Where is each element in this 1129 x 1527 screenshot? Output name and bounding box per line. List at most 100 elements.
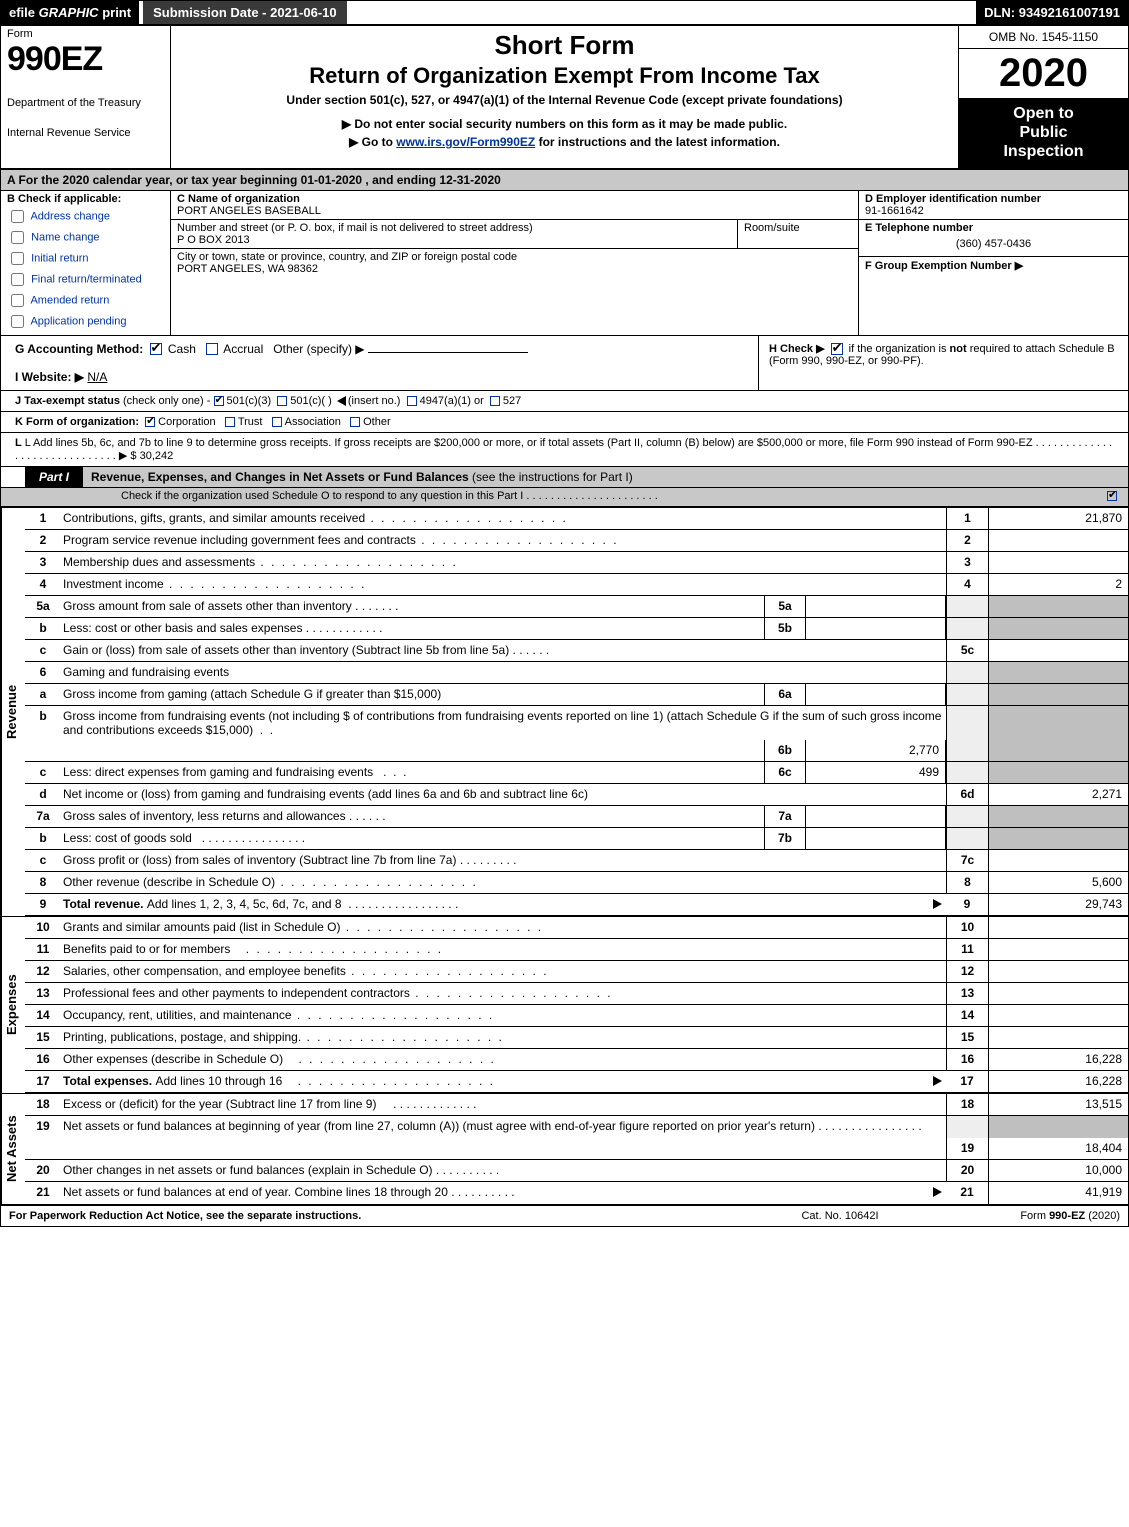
g-label: G Accounting Method: — [15, 342, 143, 356]
desc-10: Grants and similar amounts paid (list in… — [61, 917, 946, 938]
chk-initial-return[interactable]: Initial return — [7, 249, 164, 268]
k-assoc: Association — [285, 416, 341, 428]
part1-header: Part I Revenue, Expenses, and Changes in… — [1, 467, 1128, 488]
note2-suffix: for instructions and the latest informat… — [535, 135, 780, 149]
efile-print-button[interactable]: efile GRAPHIC print — [1, 1, 139, 24]
triangle-icon — [933, 1076, 942, 1086]
desc-16-text: Other expenses (describe in Schedule O) — [63, 1052, 283, 1066]
org-name: PORT ANGELES BASEBALL — [177, 205, 852, 217]
rnum-5b-grey — [946, 618, 988, 639]
j-o2: 501(c)( ) — [290, 395, 332, 407]
num-5a: 5a — [25, 596, 61, 617]
other-specify-field[interactable] — [368, 352, 528, 353]
val-6b-grey — [988, 706, 1128, 740]
org-name-label: C Name of organization — [177, 193, 852, 205]
desc-10-text: Grants and similar amounts paid (list in… — [63, 920, 340, 934]
chk-527[interactable] — [490, 396, 500, 406]
footer-left: For Paperwork Reduction Act Notice, see … — [9, 1210, 740, 1222]
chk-4947[interactable] — [407, 396, 417, 406]
insert-arrow-icon — [337, 396, 346, 406]
lbl-application-pending: Application pending — [30, 315, 126, 327]
room-label: Room/suite — [744, 222, 800, 234]
ein-value: 91-1661642 — [865, 205, 924, 217]
val-8: 5,600 — [988, 872, 1128, 893]
num-15: 15 — [25, 1027, 61, 1048]
note-link-row: ▶ Go to www.irs.gov/Form990EZ for instru… — [179, 135, 950, 149]
netassets-rows: 18 Excess or (deficit) for the year (Sub… — [25, 1094, 1128, 1204]
rnum-7a-grey — [946, 806, 988, 827]
h-text2: if the organization is — [849, 343, 950, 355]
chk-corporation[interactable] — [145, 417, 155, 427]
triangle-icon — [933, 899, 942, 909]
lbl-name-change: Name change — [31, 231, 100, 243]
dln-value: 93492161007191 — [1019, 5, 1120, 20]
part1-title-paren: (see the instructions for Part I) — [472, 470, 633, 484]
chk-address-change[interactable]: Address change — [7, 207, 164, 226]
tel-row: E Telephone number (360) 457-0436 — [859, 220, 1128, 257]
j-o3: 4947(a)(1) or — [420, 395, 484, 407]
chk-schedule-b-not-required[interactable] — [831, 343, 843, 355]
chk-501c[interactable] — [277, 396, 287, 406]
chk-association[interactable] — [272, 417, 282, 427]
efile-prefix: efile — [9, 5, 39, 20]
chk-amended-return[interactable]: Amended return — [7, 291, 164, 310]
desc-5c-text: Gain or (loss) from sale of assets other… — [63, 643, 509, 657]
k-other: Other — [363, 416, 391, 428]
row-gh: G Accounting Method: Cash Accrual Other … — [1, 336, 1128, 391]
chk-accrual[interactable] — [206, 343, 218, 355]
num-5b: b — [25, 618, 61, 639]
page-footer: For Paperwork Reduction Act Notice, see … — [1, 1206, 1128, 1226]
val-18: 13,515 — [988, 1094, 1128, 1115]
period-end: 12-31-2020 — [439, 173, 500, 187]
rnum-19-grey — [946, 1116, 988, 1138]
desc-18-text: Excess or (deficit) for the year (Subtra… — [63, 1097, 376, 1111]
rnum-21: 21 — [946, 1182, 988, 1204]
subval-6b: 2,770 — [806, 740, 946, 761]
chk-schedule-o-used[interactable] — [1107, 491, 1117, 501]
val-6-grey — [988, 662, 1128, 683]
rnum-12: 12 — [946, 961, 988, 982]
efile-print: print — [99, 5, 132, 20]
val-13 — [988, 983, 1128, 1004]
num-6b: b — [25, 706, 61, 740]
tax-period-row: A For the 2020 calendar year, or tax yea… — [1, 170, 1128, 191]
sublbl-5b: 5b — [764, 618, 806, 639]
chk-501c3[interactable] — [214, 396, 224, 406]
box-b-header: B Check if applicable: — [7, 193, 164, 205]
subtitle: Under section 501(c), 527, or 4947(a)(1)… — [179, 93, 950, 107]
line-19-top: 19 Net assets or fund balances at beginn… — [25, 1116, 1128, 1138]
revenue-section: Revenue 1 Contributions, gifts, grants, … — [1, 507, 1128, 916]
ein-label: D Employer identification number — [865, 193, 1041, 205]
topbar-spacer — [347, 1, 976, 24]
subval-5a — [806, 596, 946, 617]
val-17: 16,228 — [988, 1071, 1128, 1092]
num-7a: 7a — [25, 806, 61, 827]
line-18: 18 Excess or (deficit) for the year (Sub… — [25, 1094, 1128, 1116]
rnum-7b-grey — [946, 828, 988, 849]
chk-other-org[interactable] — [350, 417, 360, 427]
chk-cash[interactable] — [150, 343, 162, 355]
desc-5a: Gross amount from sale of assets other t… — [61, 596, 764, 617]
subval-7a — [806, 806, 946, 827]
rnum-4: 4 — [946, 574, 988, 595]
line-5c: c Gain or (loss) from sale of assets oth… — [25, 640, 1128, 662]
val-6b2-grey — [988, 740, 1128, 761]
chk-final-return[interactable]: Final return/terminated — [7, 270, 164, 289]
submission-label: Submission Date - — [153, 5, 270, 20]
val-11 — [988, 939, 1128, 960]
l-amount: 30,242 — [140, 450, 174, 462]
triangle-icon — [933, 1187, 942, 1197]
val-20: 10,000 — [988, 1160, 1128, 1181]
row-k: K Form of organization: Corporation Trus… — [1, 412, 1128, 433]
subval-7b — [806, 828, 946, 849]
sublbl-6c: 6c — [764, 762, 806, 783]
box-def: D Employer identification number 91-1661… — [858, 191, 1128, 335]
rnum-7c: 7c — [946, 850, 988, 871]
chk-trust[interactable] — [225, 417, 235, 427]
irs-link[interactable]: www.irs.gov/Form990EZ — [396, 135, 535, 149]
chk-application-pending[interactable]: Application pending — [7, 312, 164, 331]
line-11: 11 Benefits paid to or for members 11 — [25, 939, 1128, 961]
line-10: 10 Grants and similar amounts paid (list… — [25, 917, 1128, 939]
chk-name-change[interactable]: Name change — [7, 228, 164, 247]
header-grid: B Check if applicable: Address change Na… — [1, 191, 1128, 336]
